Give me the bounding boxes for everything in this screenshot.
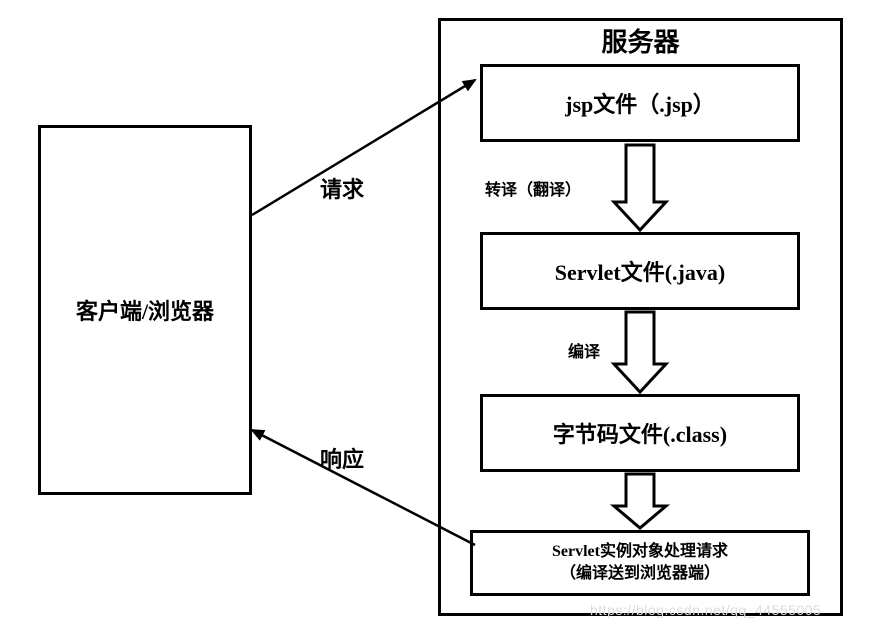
servlet-label: Servlet文件(.java) [555,255,725,287]
instance-label: Servlet实例对象处理请求 （编译送到浏览器端） [552,541,728,584]
translate-label: 转译（翻译） [485,176,581,200]
request-label: 请求 [320,172,364,204]
class-label: 字节码文件(.class) [553,417,727,449]
compile-label: 编译 [568,338,600,362]
server-title: 服务器 [438,22,843,59]
class-box: 字节码文件(.class) [480,394,800,472]
client-label: 客户端/浏览器 [76,294,214,326]
client-box: 客户端/浏览器 [38,125,252,495]
watermark: https://blog.csdn.net/qq_44555005 [590,602,821,618]
jsp-box: jsp文件（.jsp） [480,64,800,142]
servlet-box: Servlet文件(.java) [480,232,800,310]
jsp-label: jsp文件（.jsp） [565,87,715,119]
instance-box: Servlet实例对象处理请求 （编译送到浏览器端） [470,530,810,596]
response-label: 响应 [320,442,364,474]
